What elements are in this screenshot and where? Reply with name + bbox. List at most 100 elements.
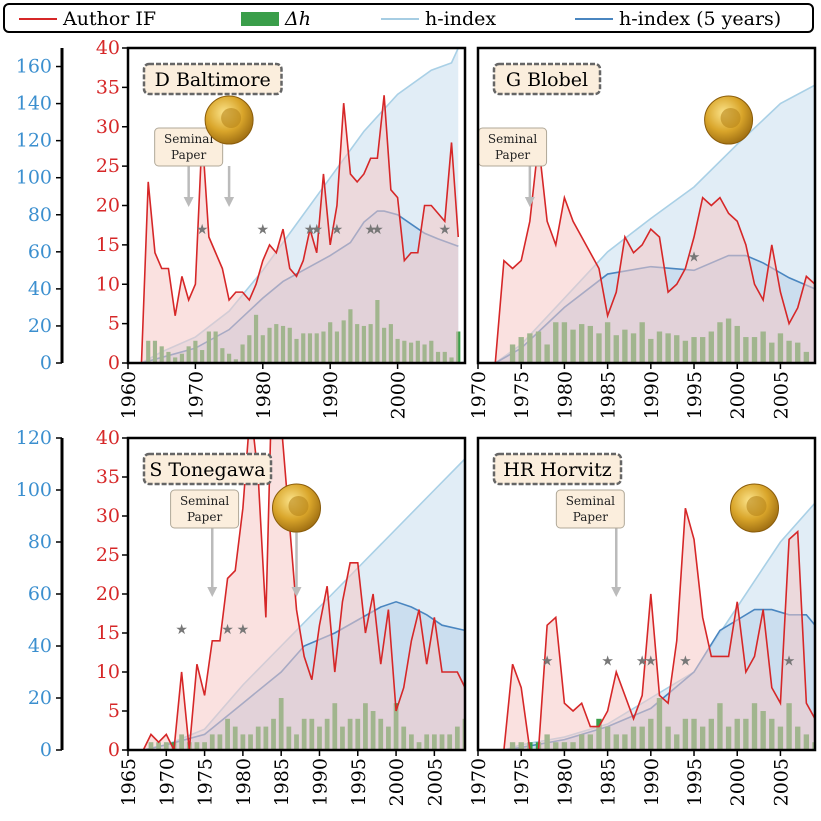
- x-tick-label: 1995: [684, 371, 706, 419]
- legend-item-author-if: Author IF: [19, 8, 156, 30]
- x-tick-label: 2000: [388, 371, 410, 419]
- panel-title-text: G Blobel: [506, 69, 588, 91]
- legend-line-h-index-5y: [575, 18, 613, 20]
- y-tick-label-h-index: 40: [28, 278, 52, 300]
- y-tick-label-h-index: 0: [40, 352, 52, 374]
- y-tick-label-author-if: 35: [96, 466, 120, 488]
- y-tick-label-h-index: 80: [28, 204, 52, 226]
- y-tick-label-author-if: 10: [96, 273, 120, 295]
- author-if-line: [140, 95, 460, 363]
- medal-portrait: [288, 496, 309, 516]
- star-icon: ★: [601, 653, 614, 669]
- star-icon: ★: [688, 250, 701, 266]
- seminal-label-line2: Paper: [495, 148, 530, 162]
- panel-title-box: [492, 62, 602, 96]
- legend-label-delta-h: Δh: [285, 8, 311, 30]
- x-tick-label: 1980: [253, 371, 275, 419]
- y-tick-label-author-if: 15: [96, 622, 120, 644]
- panel-title: G Blobel: [492, 62, 602, 96]
- seminal-arrow-head: [611, 587, 622, 597]
- seminal-arrow-head: [207, 587, 218, 597]
- x-tick-label: 1980: [554, 758, 576, 806]
- medal-portrait: [720, 108, 741, 128]
- seminal-label-line1: Seminal: [488, 132, 537, 146]
- y-tick-label-h-index: 20: [28, 315, 52, 337]
- star-icon: ★: [541, 653, 554, 669]
- star-icon: ★: [331, 222, 344, 238]
- seminal-label-box: [170, 489, 240, 529]
- seminal-label: Seminal Paper: [170, 489, 240, 529]
- seminal-label-line2: Paper: [171, 148, 206, 162]
- y-tick-label-author-if: 0: [108, 739, 120, 761]
- y-tick-label-h-index: 120: [16, 130, 52, 152]
- x-tick-label: 1970: [156, 758, 178, 806]
- x-tick-label: 1990: [641, 371, 663, 419]
- star-icon: ★: [371, 222, 384, 238]
- x-tick-label: 1995: [684, 758, 706, 806]
- y-tick-label-author-if: 20: [96, 195, 120, 217]
- y-tick-label-h-index: 80: [28, 531, 52, 553]
- x-tick-label: 1995: [348, 758, 370, 806]
- panel-title: D Baltimore: [142, 62, 283, 96]
- seminal-label-line2: Paper: [187, 510, 222, 524]
- x-tick-label: 1975: [195, 758, 217, 806]
- star-icon: ★: [679, 653, 692, 669]
- seminal-label-line1: Seminal: [180, 494, 229, 508]
- seminal-label: Seminal Paper: [478, 127, 548, 167]
- legend-label-author-if: Author IF: [63, 8, 157, 30]
- star-icon: ★: [237, 622, 250, 638]
- legend-bar-delta-h: [241, 12, 279, 26]
- medal-portrait: [746, 496, 767, 516]
- star-icon: ★: [196, 222, 209, 238]
- x-tick-label: 2000: [386, 758, 408, 806]
- seminal-arrow-head: [291, 587, 302, 597]
- legend-line-author-if: [19, 18, 57, 20]
- panel-title-text: HR Horvitz: [503, 459, 611, 481]
- y-tick-label-h-index: 20: [28, 687, 52, 709]
- y-tick-label-h-index: 160: [16, 56, 52, 78]
- y-axis-h-index: 0 20 40 60 80 100 120: [16, 427, 64, 761]
- panel-title: HR Horvitz: [492, 452, 623, 486]
- legend-label-h-index: h-index: [425, 8, 497, 30]
- author-if-area: [503, 508, 815, 750]
- y-tick-label-author-if: 0: [108, 352, 120, 374]
- plot-area: ★ ★ ★★ ★ ★: [503, 502, 815, 750]
- author-if-area: [495, 142, 815, 363]
- y-tick-label-h-index: 40: [28, 635, 52, 657]
- author-if-line: [142, 438, 465, 750]
- star-icon: ★: [364, 222, 377, 238]
- x-tick-label: 2005: [424, 758, 446, 806]
- y-tick-label-h-index: 60: [28, 583, 52, 605]
- x-tick-label: 1990: [320, 371, 342, 419]
- star-icon: ★: [175, 622, 188, 638]
- x-tick-label: 1985: [271, 758, 293, 806]
- seminal-label: Seminal Paper: [154, 127, 224, 167]
- y-tick-label-author-if: 10: [96, 661, 120, 683]
- legend-item-h-index-5y: h-index (5 years): [575, 8, 781, 30]
- plot-area: ★: [494, 84, 815, 363]
- y-axis-h-index: 0 20 40 60 80 100 120 140 160: [16, 48, 64, 374]
- author-if-area: [143, 438, 465, 750]
- y-tick-label-author-if: 40: [96, 427, 120, 449]
- author-if-line: [494, 142, 815, 363]
- star-icon: ★: [257, 222, 270, 238]
- y-axis-author-if: 0 5 10 15 20 25 30 35 40: [96, 427, 128, 761]
- plot-area: ★ ★ ★★ ★ ★★ ★: [140, 48, 461, 363]
- seminal-arrow-head: [224, 197, 235, 207]
- plot-area: ★ ★ ★: [142, 438, 465, 750]
- star-icon: ★: [636, 653, 649, 669]
- star-icon: ★: [304, 222, 317, 238]
- x-tick-label: 1985: [598, 758, 620, 806]
- x-tick-label: 2000: [727, 758, 749, 806]
- panel-title-box: [142, 452, 273, 486]
- x-tick-label: 1975: [511, 758, 533, 806]
- panel-frame: [476, 436, 817, 752]
- y-tick-label-author-if: 20: [96, 583, 120, 605]
- seminal-label-line2: Paper: [573, 510, 608, 524]
- x-tick-label: 1990: [641, 758, 663, 806]
- star-icon: ★: [221, 622, 234, 638]
- panel-title-box: [142, 62, 283, 96]
